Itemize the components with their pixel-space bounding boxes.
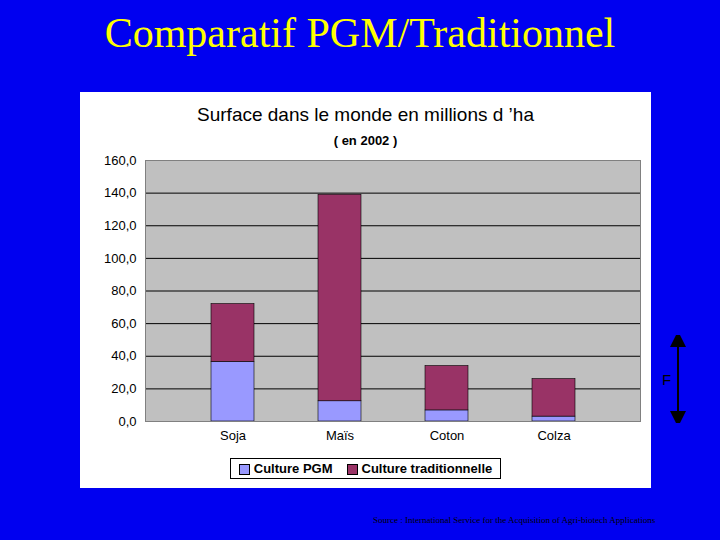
html-text:Comparatif PGM/Traditionnel: Comparatif PGM/Traditionnel bbox=[104, 10, 616, 56]
svg-text:Soja: Soja bbox=[220, 428, 247, 443]
svg-text:40,0: 40,0 bbox=[111, 348, 136, 363]
html-text:Surface dans le monde en milli: Surface dans le monde en millions d ’ha bbox=[197, 104, 534, 125]
svg-text:60,0: 60,0 bbox=[111, 316, 136, 331]
svg-text:0,0: 0,0 bbox=[118, 414, 136, 429]
svg-text:F: F bbox=[662, 371, 671, 388]
svg-text:140,0: 140,0 bbox=[104, 185, 137, 200]
html-text:Source : International Service: Source : International Service for the A… bbox=[373, 515, 656, 525]
svg-text:20,0: 20,0 bbox=[111, 381, 136, 396]
svg-text:Maïs: Maïs bbox=[326, 428, 355, 443]
svg-text:80,0: 80,0 bbox=[111, 283, 136, 298]
svg-text:100,0: 100,0 bbox=[104, 251, 137, 266]
html-text:Culture traditionnelle: Culture traditionnelle bbox=[361, 461, 493, 476]
svg-text:Colza: Colza bbox=[537, 428, 571, 443]
html-text:Culture PGM: Culture PGM bbox=[253, 461, 333, 476]
svg-text:160,0: 160,0 bbox=[104, 153, 137, 168]
svg-text:120,0: 120,0 bbox=[104, 218, 137, 233]
html-text:( en 2002 ): ( en 2002 ) bbox=[333, 133, 398, 148]
svg-text:Coton: Coton bbox=[430, 428, 465, 443]
